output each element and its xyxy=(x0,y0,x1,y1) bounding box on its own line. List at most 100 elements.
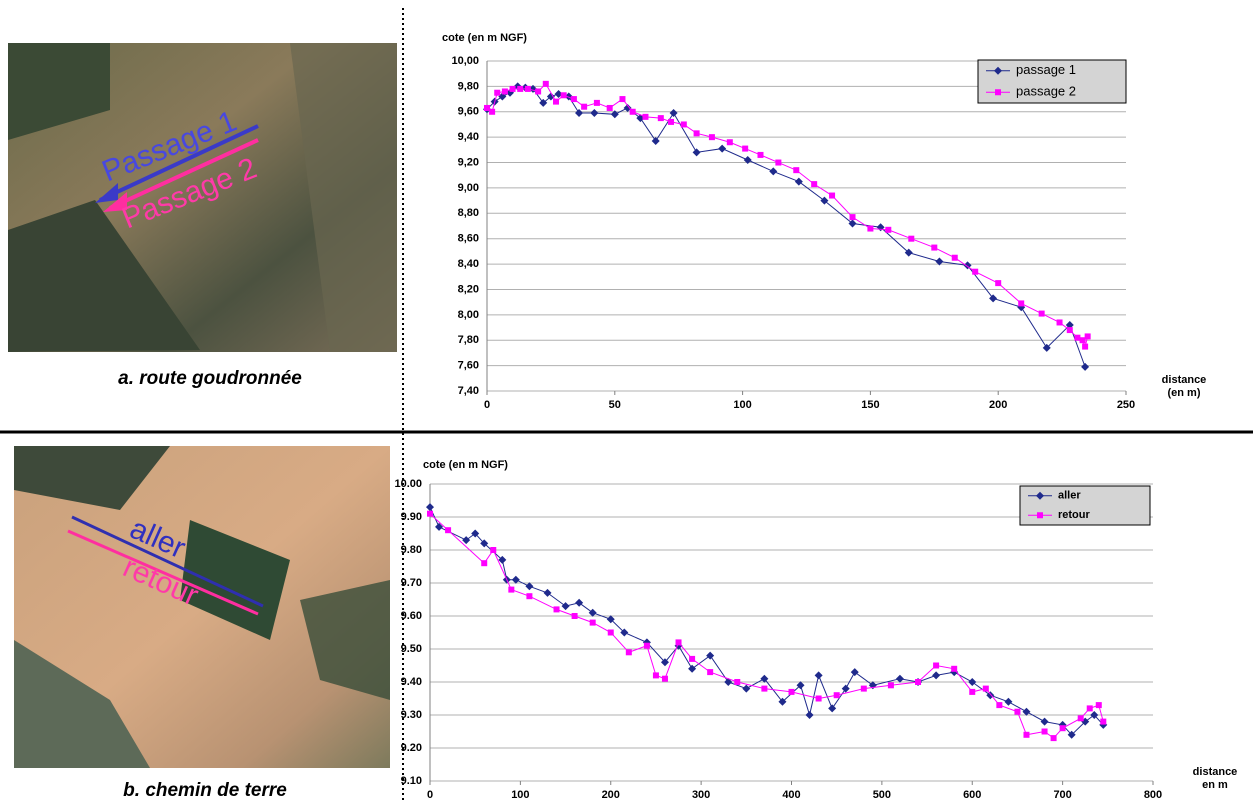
y-tick-label: 9,80 xyxy=(458,80,479,92)
point xyxy=(560,92,567,99)
x-tick-label: 200 xyxy=(989,399,1007,411)
point xyxy=(675,639,682,646)
point xyxy=(1082,343,1089,350)
point xyxy=(539,98,548,107)
point xyxy=(972,268,979,275)
point xyxy=(760,674,769,683)
point xyxy=(554,90,563,98)
point xyxy=(1023,731,1030,738)
y-axis-title: cote (en m NGF) xyxy=(442,32,527,44)
point xyxy=(589,619,596,626)
point xyxy=(692,148,701,157)
point xyxy=(931,244,938,251)
point xyxy=(1038,310,1045,317)
point xyxy=(828,704,837,713)
series-line xyxy=(429,506,1104,736)
y-tick-label: 7,60 xyxy=(458,360,479,372)
point xyxy=(564,92,573,101)
point xyxy=(669,109,678,118)
point xyxy=(524,85,531,92)
legend-box xyxy=(977,59,1127,104)
point xyxy=(995,280,1002,287)
x-tick-label: 300 xyxy=(692,789,710,801)
point xyxy=(693,130,700,137)
point xyxy=(607,629,614,636)
x-tick-label: 100 xyxy=(511,789,529,801)
photo-bottom: aller retour xyxy=(14,446,390,768)
point xyxy=(895,674,904,683)
point xyxy=(1065,321,1074,329)
y-tick-label: 9.10 xyxy=(401,775,422,787)
legend-box xyxy=(1019,485,1151,526)
point xyxy=(867,225,874,232)
point xyxy=(848,219,857,228)
point xyxy=(570,96,577,103)
point xyxy=(471,529,480,538)
point xyxy=(553,606,560,613)
y-tick-label: 7,80 xyxy=(458,334,479,346)
point xyxy=(490,547,497,553)
point xyxy=(588,608,597,617)
x-tick-label: 150 xyxy=(861,399,879,411)
point xyxy=(706,651,715,660)
legend-marker xyxy=(994,66,1002,75)
point xyxy=(481,560,488,567)
x-tick-label: 0 xyxy=(484,399,490,411)
point xyxy=(724,678,733,686)
point xyxy=(480,539,489,548)
y-tick-label: 9.20 xyxy=(401,742,422,754)
x-tick-label: 500 xyxy=(873,789,891,801)
photo-top: Passage 1 Passage 2 xyxy=(8,43,397,352)
point xyxy=(833,692,840,699)
point xyxy=(661,675,668,682)
point xyxy=(933,662,940,669)
point xyxy=(743,156,752,164)
point xyxy=(498,92,507,101)
y-tick-label: 9,60 xyxy=(458,106,479,118)
point xyxy=(606,104,613,111)
point xyxy=(546,92,555,101)
x-tick-label: 100 xyxy=(733,399,751,411)
point xyxy=(593,99,600,106)
point xyxy=(1067,730,1076,739)
x-axis-title: (en m) xyxy=(1168,387,1201,399)
point xyxy=(542,80,549,87)
point xyxy=(969,688,976,695)
point xyxy=(561,602,570,611)
point xyxy=(462,536,471,545)
y-tick-label: 9.30 xyxy=(401,709,422,721)
point xyxy=(652,672,659,679)
point xyxy=(581,103,588,110)
point xyxy=(794,177,803,186)
point xyxy=(932,671,941,680)
point xyxy=(525,582,534,591)
x-axis-title: distance xyxy=(1162,374,1207,386)
point xyxy=(501,88,508,95)
y-tick-label: 8,00 xyxy=(458,309,479,321)
point xyxy=(796,681,805,690)
point xyxy=(1004,697,1013,706)
point xyxy=(820,196,829,205)
point xyxy=(427,510,433,517)
y-tick-label: 9.80 xyxy=(401,544,422,556)
point xyxy=(841,684,850,693)
point xyxy=(887,682,894,689)
point xyxy=(968,678,977,686)
point xyxy=(680,121,687,128)
point xyxy=(494,89,501,96)
point xyxy=(445,527,452,534)
point xyxy=(625,649,632,656)
point xyxy=(543,588,552,597)
point xyxy=(1056,319,1063,326)
y-tick-label: 8,80 xyxy=(458,207,479,219)
legend-marker xyxy=(995,89,1001,96)
point xyxy=(435,522,444,531)
point xyxy=(1059,725,1066,732)
y-axis-title: cote (en m NGF) xyxy=(423,459,508,471)
point xyxy=(1090,711,1099,719)
point xyxy=(508,586,515,593)
y-tick-label: 9.60 xyxy=(401,610,422,622)
point xyxy=(726,139,733,146)
x-tick-label: 600 xyxy=(963,789,981,801)
